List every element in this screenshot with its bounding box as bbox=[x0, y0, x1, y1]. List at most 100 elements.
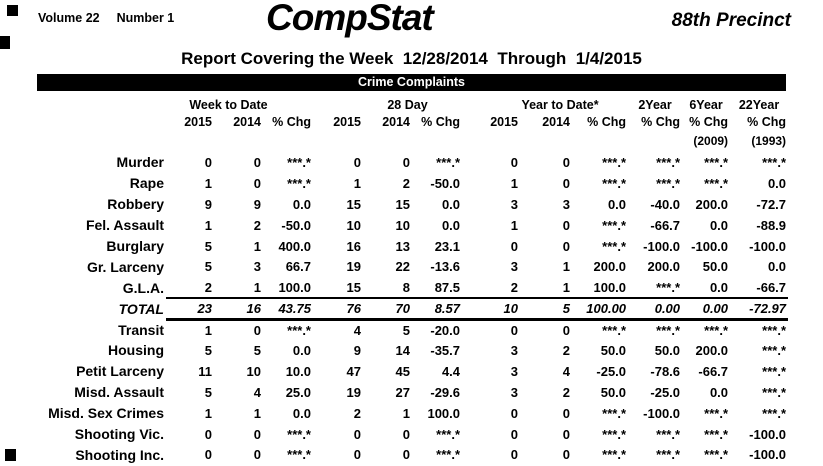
stat-cell: 0.0 bbox=[709, 217, 729, 233]
stat-cell: -78.6 bbox=[650, 363, 681, 379]
row-label: G.L.A. bbox=[122, 279, 164, 296]
stat-cell: -100.0 bbox=[643, 405, 681, 421]
stat-cell: 1 bbox=[204, 175, 212, 191]
stat-cell: 0 bbox=[562, 238, 571, 254]
table-group-header-row: Week to Date 28 Day Year to Date* 2Year … bbox=[40, 96, 788, 113]
stat-cell: 400.0 bbox=[278, 238, 311, 254]
stat-cell: 0 bbox=[562, 426, 571, 442]
scan-artifact-mark bbox=[0, 36, 10, 49]
stat-cell: ***.* bbox=[762, 154, 787, 170]
stat-cell: 2 bbox=[562, 342, 571, 358]
stat-cell: ***.* bbox=[287, 426, 311, 442]
stat-cell: 0 bbox=[562, 447, 571, 463]
table-row: Petit Larceny 11 10 10.0 47 45 4.4 3 4 -25.0 -78.6… bbox=[40, 361, 788, 382]
stat-cell: 1 bbox=[402, 405, 410, 421]
stat-cell: 100.0 bbox=[427, 405, 461, 421]
row-label: Shooting Inc. bbox=[75, 446, 164, 463]
stat-cell: 0.0 bbox=[441, 217, 461, 233]
stat-cell: 15 bbox=[346, 196, 361, 212]
stat-cell: 50.0 bbox=[654, 342, 681, 358]
group-header-6year: 6Year bbox=[689, 97, 723, 112]
stat-cell: 0 bbox=[562, 322, 571, 338]
stat-cell: 23.1 bbox=[434, 238, 461, 254]
table-row: Rape 1 0 ***.* 1 2 -50.0 1 0 ***.* ***.* ***.* 0.0 bbox=[40, 173, 788, 194]
col-note-1993: (1993) bbox=[751, 134, 787, 148]
row-label: Burglary bbox=[106, 238, 164, 254]
stat-cell: 5 bbox=[253, 342, 261, 358]
stat-cell: ***.* bbox=[656, 447, 681, 463]
col-header-ytd-pct: % Chg bbox=[587, 114, 627, 129]
stat-cell: 1 bbox=[253, 279, 261, 295]
stat-cell: 0 bbox=[402, 154, 410, 170]
stat-cell: 43.75 bbox=[263, 297, 313, 321]
stat-cell: -20.0 bbox=[430, 322, 461, 338]
table-subheader-row: 2015 2014 % Chg 2015 2014 % Chg 2015 201… bbox=[40, 113, 788, 130]
table-note-row: (2009) (1993) bbox=[40, 130, 788, 152]
table-row: Gr. Larceny 5 3 66.7 19 22 -13.6 3 1 200.0 200.0 50… bbox=[40, 256, 788, 277]
stat-cell: 0 bbox=[510, 322, 519, 338]
stat-cell: 5 bbox=[402, 322, 410, 338]
row-label: Murder bbox=[116, 154, 164, 171]
stat-cell: -25.0 bbox=[596, 363, 627, 379]
col-header-22year-pct: % Chg bbox=[747, 114, 787, 129]
stat-cell: 0 bbox=[510, 447, 519, 463]
stat-cell: ***.* bbox=[436, 154, 461, 170]
col-header-ytd-2015: 2015 bbox=[490, 114, 519, 129]
stat-cell: 100.0 bbox=[278, 279, 311, 295]
stat-cell: 2 bbox=[204, 279, 212, 295]
stat-cell: 22 bbox=[395, 259, 410, 275]
stat-cell: 0.0 bbox=[767, 259, 787, 275]
stat-cell: 1 bbox=[253, 238, 261, 254]
stat-cell: 23 bbox=[166, 297, 214, 321]
stat-cell: -100.0 bbox=[691, 238, 729, 254]
group-header-2year: 2Year bbox=[638, 97, 672, 112]
stat-cell: 0.0 bbox=[709, 279, 729, 295]
table-row: Fel. Assault 1 2 -50.0 10 10 0.0 1 0 ***.* -66.7 0.… bbox=[40, 215, 788, 236]
crime-complaints-table: Week to Date 28 Day Year to Date* 2Year … bbox=[40, 96, 789, 465]
stat-cell: 0 bbox=[562, 405, 571, 421]
stat-cell: ***.* bbox=[602, 447, 627, 463]
stat-cell: -100.0 bbox=[749, 238, 787, 254]
stat-cell: -50.0 bbox=[281, 217, 311, 233]
stat-cell: 16 bbox=[214, 297, 263, 321]
table-row: Misd. Assault 5 4 25.0 19 27 -29.6 3 2 50.0 -25.0 0… bbox=[40, 382, 788, 403]
row-label: Rape bbox=[129, 175, 164, 192]
stat-cell: -66.7 bbox=[650, 217, 681, 233]
stat-cell: ***.* bbox=[762, 342, 787, 358]
stat-cell: 2 bbox=[253, 217, 261, 233]
stat-cell: 19 bbox=[346, 384, 361, 400]
stat-cell: ***.* bbox=[704, 447, 729, 463]
table-row: Shooting Inc. 0 0 ***.* 0 0 ***.* 0 0 ***.* ***.* *… bbox=[40, 444, 788, 465]
stat-cell: 10 bbox=[346, 217, 361, 233]
stat-cell: -25.0 bbox=[650, 384, 681, 400]
stat-cell: ***.* bbox=[704, 405, 729, 421]
row-label: Misd. Sex Crimes bbox=[48, 405, 164, 422]
stat-cell: ***.* bbox=[287, 447, 311, 463]
stat-cell: 0 bbox=[353, 154, 361, 170]
stat-cell: 0 bbox=[353, 426, 361, 442]
stat-cell: 87.5 bbox=[434, 279, 461, 295]
stat-cell: 1 bbox=[204, 405, 212, 421]
volume-line: Volume 22 Number 1 bbox=[38, 11, 174, 25]
stat-cell: 0.0 bbox=[292, 196, 311, 212]
scan-artifact-mark bbox=[5, 449, 16, 461]
stat-cell: 9 bbox=[253, 196, 261, 212]
stat-cell: 10.0 bbox=[285, 363, 311, 379]
stat-cell: 9 bbox=[204, 196, 212, 212]
stat-cell: 1 bbox=[562, 279, 571, 295]
stat-cell: ***.* bbox=[436, 426, 461, 442]
stat-cell: 200.0 bbox=[647, 259, 681, 275]
stat-cell: 0.0 bbox=[292, 342, 311, 358]
stat-cell: ***.* bbox=[704, 426, 729, 442]
stat-cell: 0.00 bbox=[628, 297, 683, 321]
volume-label: Volume 22 bbox=[38, 11, 100, 25]
stat-cell: 4 bbox=[562, 363, 571, 379]
row-label: Petit Larceny bbox=[76, 363, 164, 380]
stat-cell: 4 bbox=[253, 384, 261, 400]
stat-cell: 100.00 bbox=[572, 297, 629, 321]
stat-cell: 0 bbox=[204, 447, 212, 463]
stat-cell: -66.7 bbox=[698, 363, 729, 379]
stat-cell: ***.* bbox=[602, 405, 627, 421]
stat-cell: -35.7 bbox=[430, 342, 461, 358]
stat-cell: 10 bbox=[246, 363, 261, 379]
